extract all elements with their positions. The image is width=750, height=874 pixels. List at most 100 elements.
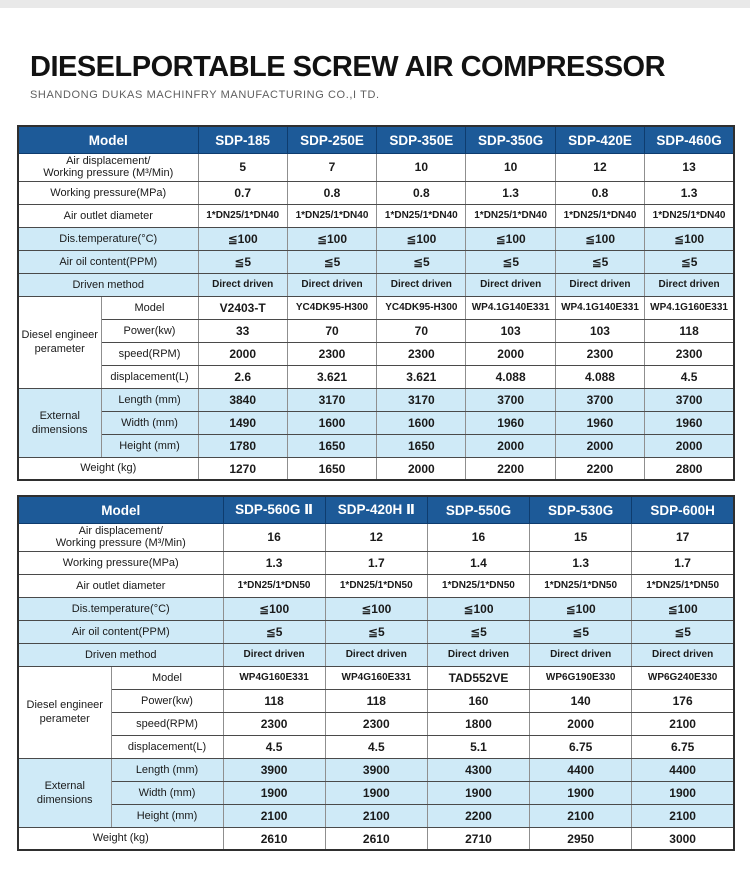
spec-row-label: Air displacement/ Working pressure (M³/M… — [17, 152, 199, 182]
spec-value-cell: 2300 — [324, 711, 428, 736]
spec-value-cell: 1960 — [465, 410, 556, 435]
spec-value-cell: Direct driven — [286, 272, 378, 297]
spec-table-2: Model SDP-560G Ⅱ SDP-420H Ⅱ SDP-550G SDP-530… — [17, 495, 735, 852]
spec-value-cell: 103 — [465, 318, 556, 343]
spec-value-cell: 160 — [426, 688, 531, 713]
company-name: SHANDONG DUKAS MACHINFRY MANUFACTURING C… — [30, 89, 380, 102]
spec-value-cell: 1*DN25/1*DN40 — [644, 203, 735, 228]
spec-value-cell: ≦100 — [631, 596, 735, 621]
spec-value-cell: 1960 — [554, 410, 646, 435]
spec-value-cell: 1*DN25/1*DN40 — [465, 203, 556, 228]
spec-value-cell: 1*DN25/1*DN40 — [376, 203, 467, 228]
spec-row: speed(RPM) 2000 2300 2300 2000 2300 2300 — [18, 341, 735, 366]
top-bar — [0, 0, 750, 8]
spec-value-cell: 1490 — [197, 410, 288, 435]
spec-value-cell: 16 — [426, 522, 531, 552]
spec-value-cell: 1.7 — [324, 550, 428, 575]
spec-value-cell: 4.5 — [222, 734, 326, 759]
spec-value-cell: 1.4 — [426, 550, 531, 575]
spec-value-cell: 33 — [197, 318, 288, 343]
spec-value-cell: 1900 — [426, 780, 531, 805]
spec-value-cell: 17 — [631, 522, 735, 552]
spec-value-cell: 3.621 — [286, 364, 378, 389]
spec-value-cell: YC4DK95-H300 — [286, 295, 378, 320]
spec-row-label: Length (mm) — [100, 387, 199, 412]
spec-value-cell: 118 — [222, 688, 326, 713]
spec-value-cell: ≦5 — [631, 619, 735, 644]
spec-value-cell: 1780 — [197, 433, 288, 458]
spec-row: Width (mm) 1490 1600 1600 1960 1960 1960 — [18, 410, 735, 435]
spec-row: External dimensions Length (mm) 3900 3900 43… — [17, 757, 735, 828]
spec-row: Air displacement/ Working pressure (M³/M… — [17, 152, 735, 182]
spec-row-label: Width (mm) — [100, 410, 199, 435]
spec-value-cell: 140 — [529, 688, 633, 713]
spec-value-cell: 1*DN25/1*DN50 — [529, 573, 633, 598]
spec-value-cell: Direct driven — [197, 272, 288, 297]
spec-value-cell: ≦100 — [529, 596, 633, 621]
spec-row-label: Driven method — [17, 642, 224, 667]
spec-row-label: displacement(L) — [110, 734, 224, 759]
spec-value-cell: WP4G160E331 — [222, 665, 326, 690]
spec-value-cell: 4.088 — [465, 364, 556, 389]
spec-row-label: Air displacement/ Working pressure (M³/M… — [17, 522, 224, 552]
spec-value-cell: 1800 — [426, 711, 531, 736]
spec-row-label: Air oil content(PPM) — [17, 619, 224, 644]
spec-value-cell: 3900 — [324, 757, 428, 782]
spec-row: Driven method Direct driven Direct driven D… — [17, 272, 735, 297]
spec-value-cell: 3170 — [376, 387, 467, 412]
spec-value-cell: 2100 — [324, 803, 428, 828]
spec-value-cell: 1*DN25/1*DN40 — [286, 203, 378, 228]
spec-value-cell: Direct driven — [222, 642, 326, 667]
spec-value-cell: 2610 — [324, 826, 428, 851]
spec-value-cell: 4.5 — [644, 364, 735, 389]
spec-value-cell: 3840 — [197, 387, 288, 412]
spec-row-label: Dis.temperature(°C) — [17, 226, 199, 251]
spec-value-cell: ≦5 — [426, 619, 531, 644]
spec-value-cell: 2610 — [222, 826, 326, 851]
spec-table-sdp-560g-to-600h: Model SDP-560G Ⅱ SDP-420H Ⅱ SDP-550G SDP-530… — [17, 495, 735, 852]
spec-row: displacement(L) 4.5 4.5 5.1 6.75 6.75 — [18, 734, 735, 759]
spec-value-cell: 4400 — [631, 757, 735, 782]
spec-row: Height (mm) 2100 2100 2200 2100 2100 — [18, 803, 735, 828]
spec-value-cell: 1.7 — [631, 550, 735, 575]
spec-value-cell: Direct driven — [426, 642, 531, 667]
spec-value-cell: 1900 — [529, 780, 633, 805]
spec-value-cell: ≦100 — [554, 226, 646, 251]
spec-row-label: Air outlet diameter — [17, 573, 224, 598]
spec-value-cell: 3700 — [554, 387, 646, 412]
spec-table-sdp-185-to-460g: Model SDP-185 SDP-250E SDP-350E SDP-350G SDP-… — [17, 125, 735, 482]
spec-value-cell: YC4DK95-H300 — [376, 295, 467, 320]
spec-value-cell: 2300 — [376, 341, 467, 366]
spec-value-cell: 0.8 — [376, 180, 467, 205]
spec-value-cell: WP4.1G140E331 — [554, 295, 646, 320]
spec-value-cell: 5.1 — [426, 734, 531, 759]
model-column-header: SDP-250E — [286, 125, 378, 154]
spec-row: Air outlet diameter 1*DN25/1*DN50 1*DN25/1… — [17, 573, 735, 598]
spec-value-cell: 1*DN25/1*DN40 — [197, 203, 288, 228]
spec-row: Dis.temperature(°C) ≦100 ≦100 ≦100 ≦100 ≦100 — [17, 596, 735, 621]
spec-value-cell: 2300 — [222, 711, 326, 736]
spec-value-cell: 3700 — [465, 387, 556, 412]
spec-value-cell: ≦5 — [222, 619, 326, 644]
spec-value-cell: ≦100 — [465, 226, 556, 251]
model-column-header: SDP-600H — [631, 495, 735, 524]
spec-value-cell: 1900 — [631, 780, 735, 805]
page-header: DIESELPORTABLE SCREW AIR COMPRESSOR SHAN… — [0, 8, 750, 102]
spec-row: displacement(L) 2.6 3.621 3.621 4.088 4.088 4.… — [18, 364, 735, 389]
spec-value-cell: 0.8 — [286, 180, 378, 205]
spec-value-cell: ≦5 — [554, 249, 646, 274]
spec-row: Width (mm) 1900 1900 1900 1900 1900 — [18, 780, 735, 805]
spec-value-cell: 1.3 — [465, 180, 556, 205]
spec-value-cell: 16 — [222, 522, 326, 552]
spec-value-cell: 1*DN25/1*DN50 — [222, 573, 326, 598]
spec-value-cell: 1600 — [376, 410, 467, 435]
spec-row-label: Driven method — [17, 272, 199, 297]
spec-value-cell: ≦100 — [324, 596, 428, 621]
group-label: External dimensions — [17, 757, 112, 828]
spec-value-cell: 1*DN25/1*DN50 — [426, 573, 531, 598]
spec-value-cell: 2100 — [222, 803, 326, 828]
spec-value-cell: 3900 — [222, 757, 326, 782]
spec-row: Diesel engineer perameter Model V2403-T YC4… — [17, 295, 735, 389]
spec-value-cell: 12 — [554, 152, 646, 182]
spec-row-label: displacement(L) — [100, 364, 199, 389]
